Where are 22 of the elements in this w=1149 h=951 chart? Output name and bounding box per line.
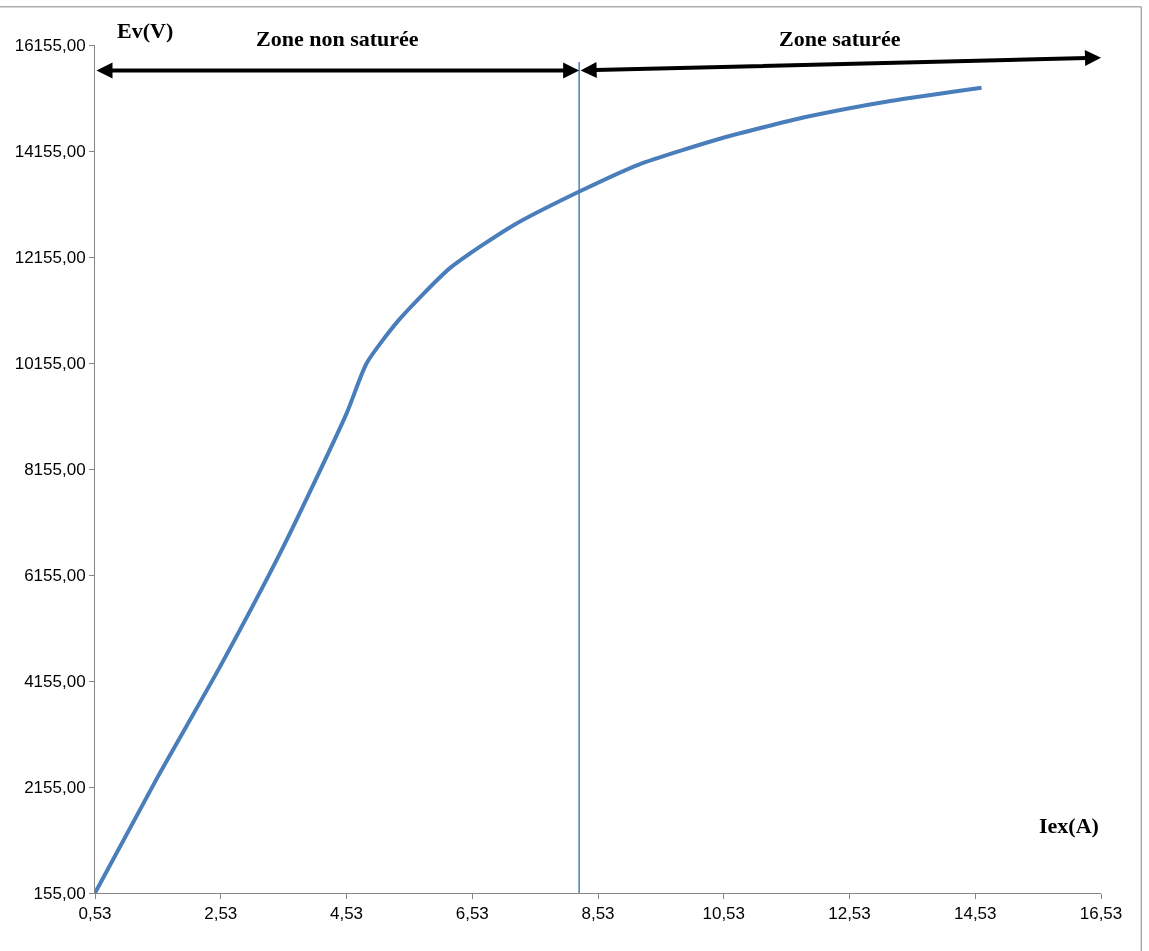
x-tick-label: 0,53 bbox=[78, 904, 112, 924]
y-tick-label: 16155,00 bbox=[14, 35, 86, 55]
x-tick-label: 2,53 bbox=[204, 904, 238, 924]
y-axis-title: Ev(V) bbox=[117, 18, 174, 43]
annotation: Zone non saturée bbox=[256, 26, 419, 51]
y-tick-label: 155,00 bbox=[33, 883, 86, 903]
x-tick-label: 16,53 bbox=[1079, 904, 1123, 924]
y-tick-label: 2155,00 bbox=[24, 777, 86, 797]
x-tick-label: 14,53 bbox=[953, 904, 997, 924]
x-tick-label: 10,53 bbox=[702, 904, 746, 924]
x-tick-label: 4,53 bbox=[329, 904, 364, 924]
y-tick-label: 4155,00 bbox=[24, 671, 86, 691]
y-tick-label: 10155,00 bbox=[14, 353, 86, 373]
annotation: Zone saturée bbox=[779, 26, 901, 51]
x-tick-label: 6,53 bbox=[455, 904, 489, 924]
x-axis-title: Iex(A) bbox=[1039, 813, 1099, 838]
y-tick-label: 14155,00 bbox=[14, 141, 86, 161]
y-tick-label: 6155,00 bbox=[24, 565, 86, 585]
y-tick-label: 8155,00 bbox=[24, 459, 86, 479]
x-tick-label: 8,53 bbox=[581, 904, 615, 924]
y-tick-label: 12155,00 bbox=[14, 247, 86, 267]
x-tick-label: 12,53 bbox=[828, 904, 871, 924]
